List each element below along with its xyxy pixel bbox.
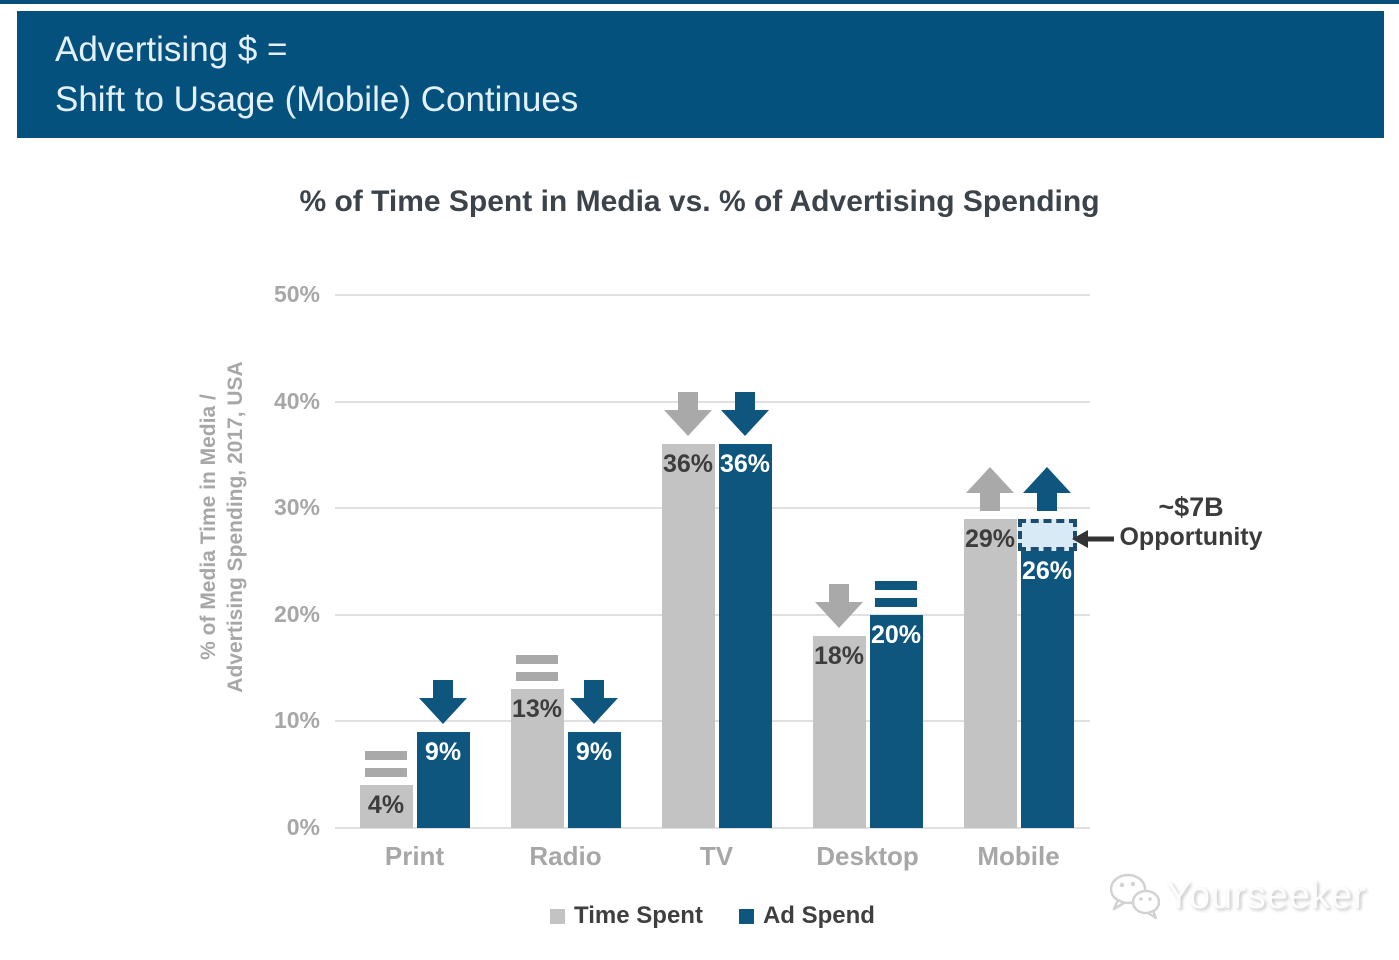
y-tick-10%: 10% — [273, 707, 320, 734]
trend-down-icon — [419, 680, 467, 725]
bar-value-label-time-spent-tv: 36% — [662, 450, 714, 479]
bar-value-label-time-spent-desktop: 18% — [813, 642, 865, 671]
opportunity-gap-box — [1017, 518, 1077, 551]
trend-down-icon — [721, 392, 769, 437]
bar-value-label-ad-spend-tv: 36% — [719, 450, 771, 479]
bar-value-label-time-spent-mobile: 29% — [964, 524, 1016, 553]
bar-time-spent-desktop — [812, 636, 866, 828]
legend-item-ad-spend: Ad Spend — [738, 902, 875, 930]
category-label-print: Print — [384, 841, 445, 871]
legend-label: Ad Spend — [762, 902, 875, 929]
opportunity-amount: ~$7B — [1158, 492, 1224, 522]
bar-ad-spend-mobile — [1020, 550, 1074, 828]
y-tick-20%: 20% — [273, 600, 320, 627]
watermark-text: Yourseeker — [1166, 874, 1367, 917]
bar-time-spent-tv — [661, 444, 715, 828]
category-label-desktop: Desktop — [816, 841, 919, 871]
wechat-chat-bubbles-icon — [1109, 873, 1160, 920]
gridline-40% — [335, 400, 1090, 403]
bar-ad-spend-tv — [718, 444, 772, 828]
trend-equal-icon — [365, 751, 407, 778]
gridline-50% — [335, 294, 1090, 296]
watermark: Yourseeker — [1108, 872, 1367, 920]
bar-value-label-ad-spend-radio: 9% — [575, 738, 613, 767]
category-label-tv: TV — [699, 841, 734, 871]
trend-equal-icon — [875, 580, 917, 607]
trend-up-icon — [1023, 466, 1071, 511]
left-arrow-icon — [1072, 530, 1114, 548]
y-tick-0%: 0% — [286, 814, 320, 840]
opportunity-annotation: ~$7B Opportunity — [1113, 492, 1269, 552]
banner-line2: Shift to Usage (Mobile) Continues — [55, 80, 579, 119]
legend-swatch-icon — [550, 908, 566, 924]
trend-down-icon — [815, 584, 863, 629]
bar-value-label-ad-spend-mobile: 26% — [1021, 556, 1073, 585]
bar-time-spent-print — [359, 785, 413, 828]
bar-time-spent-radio — [510, 689, 564, 828]
opportunity-label: Opportunity — [1119, 523, 1263, 551]
trend-up-icon — [966, 466, 1014, 511]
legend: Time Spent Ad Spend — [335, 902, 1090, 930]
bar-value-label-time-spent-radio: 13% — [511, 695, 563, 724]
bar-value-label-ad-spend-print: 9% — [424, 738, 462, 767]
category-label-mobile: Mobile — [977, 841, 1060, 871]
bar-value-label-time-spent-print: 4% — [367, 791, 405, 820]
bar-ad-spend-radio — [567, 732, 621, 828]
bar-time-spent-mobile — [963, 518, 1017, 828]
header-banner: Advertising $ = Shift to Usage (Mobile) … — [17, 11, 1384, 138]
y-tick-50%: 50% — [273, 281, 320, 307]
trend-down-icon — [664, 392, 712, 437]
trend-equal-icon — [516, 655, 558, 682]
legend-item-time-spent: Time Spent — [550, 902, 703, 930]
legend-swatch-icon — [738, 908, 754, 924]
bar-value-label-ad-spend-desktop: 20% — [870, 620, 922, 649]
top-edge-strip — [0, 0, 1399, 4]
y-tick-40%: 40% — [273, 387, 320, 414]
bar-ad-spend-print — [416, 732, 470, 828]
y-tick-30%: 30% — [273, 494, 320, 521]
gridline-0% — [335, 827, 1090, 829]
category-label-radio: Radio — [529, 841, 602, 871]
chart-title: % of Time Spent in Media vs. % of Advert… — [299, 185, 1100, 218]
bar-ad-spend-desktop — [869, 614, 923, 828]
trend-down-icon — [570, 680, 618, 725]
legend-label: Time Spent — [574, 902, 703, 929]
banner-line1: Advertising $ = — [55, 30, 288, 69]
